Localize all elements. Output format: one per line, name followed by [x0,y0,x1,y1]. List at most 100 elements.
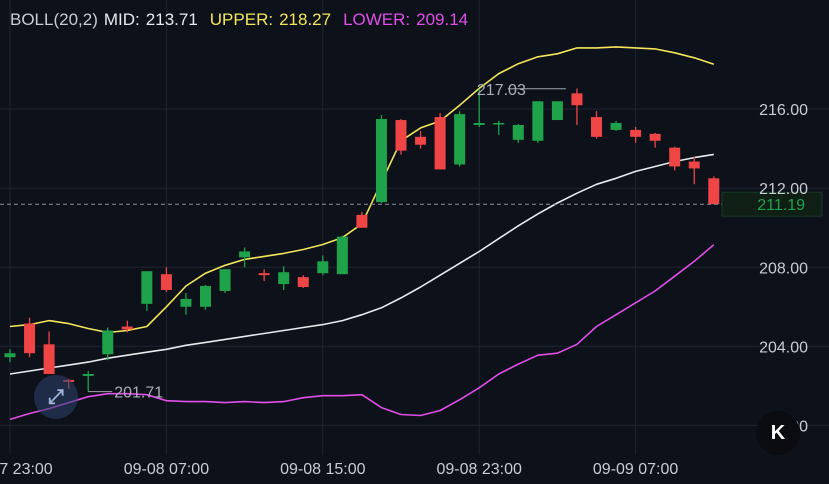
y-tick-label: 216.00 [759,102,808,119]
candle [591,111,602,139]
candle-body [24,323,36,354]
candle [24,317,36,358]
candle [649,132,661,148]
mid-label: MID: [103,10,140,29]
candle [669,146,681,171]
candle-body [239,251,251,258]
candle-body [434,117,446,170]
upper-label: UPPER: [209,10,274,29]
candle-body [219,269,231,291]
candle [297,275,309,289]
grid-lines [0,0,829,455]
k-logo-button[interactable]: K [756,411,800,455]
candle [375,115,387,204]
indicator-name: BOLL(20,2) [10,10,98,29]
candle-body [610,123,622,130]
candle-body [180,298,192,307]
x-tick-label: 09-08 23:00 [436,461,522,478]
candle-body [688,161,700,169]
candle [43,331,55,374]
candle-body [278,272,290,285]
candle-body [375,119,387,203]
lower-value: 209.14 [416,10,469,29]
upper-value: 218.27 [279,10,332,29]
candle-body [395,120,407,151]
x-axis: 09-07 23:00 09-08 07:00 09-08 15:00 09-08 2… [0,461,678,478]
candle [4,349,16,363]
candle [708,176,720,205]
x-tick-label: 09-07 23:00 [0,461,53,478]
candle [200,285,211,310]
mid-band-line [9,153,714,375]
candle [278,266,290,290]
candle [258,269,270,282]
candle-body [415,136,427,145]
candle [160,267,172,292]
bollinger-bands [9,46,715,421]
expand-icon[interactable]: ⤢ [34,375,78,419]
candle-body [493,123,505,125]
candle [102,327,114,361]
x-tick-label: 09-09 07:00 [593,461,679,478]
candle [317,255,329,276]
candle [571,88,583,125]
candle [688,156,700,185]
y-tick-label: 208.00 [759,260,808,277]
candle-body [4,353,16,358]
candle-body [82,373,94,376]
candle [239,247,251,268]
candle-body [551,101,563,121]
lower-legend: LOWER: 209.14 [343,10,474,29]
candle-body [669,147,681,167]
candle [82,371,94,392]
x-tick-label: 09-08 15:00 [280,461,366,478]
candle [551,101,563,121]
high-label: 217.03 [477,82,526,99]
candle-body [571,93,583,106]
candle [532,101,544,143]
candle-body [630,129,642,137]
lower-band-line [9,244,715,421]
candle-body [141,271,153,304]
current-price-tag-bg [721,191,823,217]
candle-body [102,330,114,355]
current-price-tag: 211.19 [721,191,823,217]
lower-label: LOWER: [343,10,411,29]
y-tick-label: 212.00 [759,181,808,198]
low-label: 201.71 [114,385,163,402]
candles [4,88,720,392]
candle [180,292,192,315]
candle [493,121,505,135]
candle-body [649,133,661,141]
candle-body [317,261,329,274]
indicator-legend: BOLL(20,2) MID: 213.71 UPPER: 218.27 LOWER: 20… [10,10,480,30]
candle [121,320,133,333]
mid-legend: MID: 213.71 [104,10,204,29]
candle-body [160,274,172,290]
candle [141,271,153,311]
candle-body [532,101,544,141]
candle-body [336,236,348,275]
candle-body [43,344,55,374]
current-price-label: 211.19 [757,197,805,214]
candle [356,211,368,228]
candle-body [258,273,270,276]
candle-body [591,117,602,137]
candle [395,119,407,155]
candle [434,113,446,170]
candle [473,88,485,127]
upper-band-line [9,46,715,334]
candle [219,269,231,293]
candle [512,123,524,143]
candle-body [512,124,524,140]
candle-body [297,277,309,288]
candle [415,130,427,149]
candle-body [708,178,720,205]
upper-legend: UPPER: 218.27 [210,10,337,29]
chart-overlay: 211.19 217.03 201.71 [0,82,823,402]
candle [336,235,348,275]
candle [610,121,622,131]
y-tick-label: 204.00 [759,339,808,356]
